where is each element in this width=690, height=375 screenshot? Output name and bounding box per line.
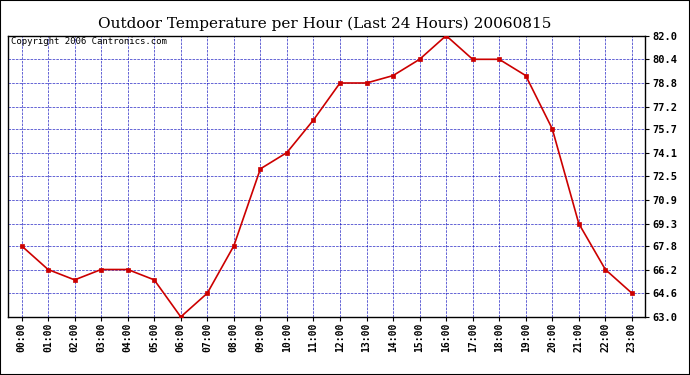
Text: Copyright 2006 Cantronics.com: Copyright 2006 Cantronics.com <box>12 37 168 46</box>
Text: Outdoor Temperature per Hour (Last 24 Hours) 20060815: Outdoor Temperature per Hour (Last 24 Ho… <box>97 17 551 31</box>
